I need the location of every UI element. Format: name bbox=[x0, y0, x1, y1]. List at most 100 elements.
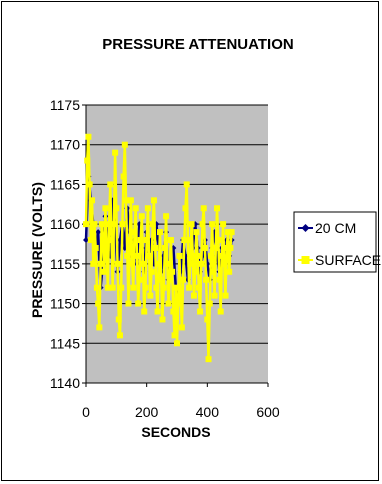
data-point bbox=[135, 300, 142, 307]
data-point bbox=[126, 237, 133, 244]
data-point bbox=[214, 205, 221, 212]
data-point bbox=[301, 256, 310, 264]
data-point bbox=[116, 332, 123, 339]
data-point bbox=[165, 300, 172, 307]
data-point bbox=[187, 260, 194, 267]
data-point bbox=[176, 252, 183, 259]
data-point bbox=[180, 276, 187, 283]
data-point bbox=[152, 244, 159, 251]
data-point bbox=[199, 221, 206, 228]
data-point bbox=[189, 252, 196, 259]
data-point bbox=[147, 292, 154, 299]
data-point bbox=[301, 224, 310, 232]
data-point bbox=[158, 276, 165, 283]
data-point bbox=[96, 324, 103, 331]
data-point bbox=[195, 284, 202, 291]
data-point bbox=[129, 260, 136, 267]
data-point bbox=[169, 268, 176, 275]
data-point bbox=[197, 308, 204, 315]
data-point bbox=[218, 252, 225, 259]
data-point bbox=[107, 181, 114, 188]
legend-label: SURFACE bbox=[315, 252, 381, 268]
data-point bbox=[101, 268, 108, 275]
y-tick-label: 1160 bbox=[50, 216, 80, 232]
x-tick-label: 400 bbox=[196, 404, 220, 420]
data-point bbox=[154, 308, 161, 315]
data-point bbox=[160, 284, 167, 291]
data-point bbox=[95, 300, 102, 307]
data-point bbox=[226, 268, 233, 275]
data-point bbox=[143, 237, 150, 244]
data-point bbox=[172, 284, 179, 291]
data-point bbox=[164, 260, 171, 267]
data-point bbox=[192, 268, 199, 275]
data-point bbox=[222, 292, 229, 299]
data-point bbox=[90, 260, 97, 267]
x-axis-title: SECONDS bbox=[141, 424, 210, 440]
data-point bbox=[112, 149, 119, 156]
data-point bbox=[201, 244, 208, 251]
data-point bbox=[159, 316, 166, 323]
chart-title: PRESSURE ATTENUATION bbox=[102, 36, 293, 53]
data-point bbox=[141, 308, 148, 315]
data-point bbox=[175, 300, 182, 307]
y-tick-label: 1165 bbox=[50, 176, 80, 192]
x-tick-label: 200 bbox=[135, 404, 159, 420]
data-point bbox=[157, 229, 164, 236]
x-tick-label: 600 bbox=[256, 404, 280, 420]
data-point bbox=[89, 197, 96, 204]
data-point bbox=[84, 157, 91, 164]
data-point bbox=[119, 221, 126, 228]
data-point bbox=[223, 244, 230, 251]
y-tick-label: 1175 bbox=[50, 97, 80, 113]
data-point bbox=[95, 229, 102, 236]
data-point bbox=[120, 173, 127, 180]
data-point bbox=[205, 356, 212, 363]
data-point bbox=[146, 252, 153, 259]
data-point bbox=[104, 284, 111, 291]
data-point bbox=[155, 260, 162, 267]
legend-label: 20 CM bbox=[315, 220, 356, 236]
series-surface bbox=[83, 133, 235, 363]
data-point bbox=[136, 276, 143, 283]
data-point bbox=[193, 229, 200, 236]
y-axis-ticks: 1140 1145 1150 1155 1160 1165 1170 1175 bbox=[50, 97, 86, 391]
data-point bbox=[108, 237, 115, 244]
data-point bbox=[114, 260, 121, 267]
data-point bbox=[203, 276, 210, 283]
data-point bbox=[220, 221, 227, 228]
x-tick-label: 0 bbox=[82, 404, 90, 420]
data-point bbox=[182, 205, 189, 212]
data-point bbox=[178, 324, 185, 331]
data-point bbox=[137, 237, 144, 244]
data-point bbox=[140, 260, 147, 267]
data-point bbox=[138, 213, 145, 220]
data-point bbox=[125, 300, 132, 307]
data-point bbox=[170, 308, 177, 315]
data-point bbox=[102, 205, 109, 212]
data-point bbox=[184, 237, 191, 244]
series-layer bbox=[83, 133, 235, 363]
data-point bbox=[163, 213, 170, 220]
data-point bbox=[121, 141, 128, 148]
data-point bbox=[212, 244, 219, 251]
data-point bbox=[118, 284, 125, 291]
data-point bbox=[97, 260, 104, 267]
y-tick-label: 1150 bbox=[50, 296, 80, 312]
data-point bbox=[148, 268, 155, 275]
data-point bbox=[174, 340, 180, 347]
data-point bbox=[224, 229, 231, 236]
data-point bbox=[177, 292, 184, 299]
data-point bbox=[207, 252, 214, 259]
x-axis-ticks: 0 200 400 600 bbox=[82, 383, 280, 420]
data-point bbox=[150, 197, 157, 204]
y-tick-label: 1155 bbox=[50, 256, 80, 272]
data-point bbox=[91, 221, 98, 228]
data-point bbox=[144, 205, 151, 212]
y-axis-title: PRESSURE (VOLTS) bbox=[29, 182, 45, 318]
data-point bbox=[93, 284, 100, 291]
data-point bbox=[110, 221, 117, 228]
data-point bbox=[167, 237, 174, 244]
y-tick-label: 1145 bbox=[50, 335, 80, 351]
data-point bbox=[209, 221, 216, 228]
